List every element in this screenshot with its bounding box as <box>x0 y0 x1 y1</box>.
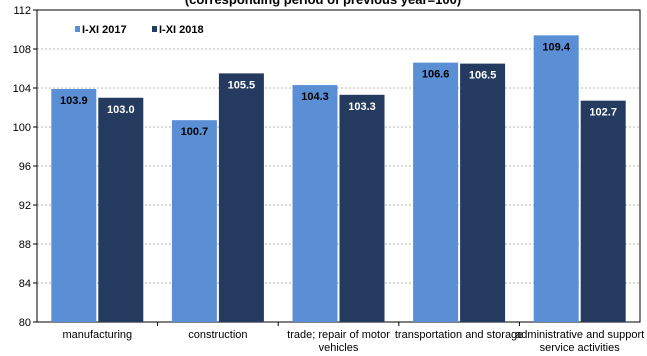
chart-title: (corresponding period of previous year=1… <box>185 0 461 7</box>
bar <box>339 94 385 322</box>
data-label: 104.3 <box>301 91 329 103</box>
bar <box>413 62 459 323</box>
axes: 80 84 88 92 96 100 104 108 112 manufacturing const… <box>13 5 645 354</box>
bar <box>292 85 338 322</box>
data-label: 105.5 <box>228 79 256 91</box>
bars <box>51 35 626 323</box>
category-label: transportation and storage <box>395 329 523 341</box>
y-tick-label: 84 <box>19 278 31 290</box>
legend-label: I-XI 2017 <box>82 24 127 36</box>
y-tick-label: 108 <box>13 44 31 56</box>
chart-title-layer: (corresponding period of previous year=1… <box>185 0 461 7</box>
legend-label: I-XI 2018 <box>159 24 204 36</box>
category-label: vehicles <box>319 342 359 354</box>
data-label: 109.4 <box>542 41 570 53</box>
bar <box>460 63 506 322</box>
bar <box>218 73 264 322</box>
data-label: 100.7 <box>181 126 209 138</box>
bar <box>580 100 626 322</box>
y-tick-label: 80 <box>19 317 31 329</box>
category-label: service activities <box>540 342 621 354</box>
legend-swatch <box>75 26 80 32</box>
plot-area-border <box>36 9 641 323</box>
data-label: 106.6 <box>422 69 450 81</box>
bar <box>171 120 217 322</box>
bar <box>51 88 97 322</box>
category-label: construction <box>188 329 247 341</box>
y-tick-label: 112 <box>13 5 31 17</box>
data-label: 106.5 <box>469 70 497 82</box>
y-tick-label: 92 <box>19 200 31 212</box>
legend: I-XI 2017 I-XI 2018 <box>75 24 204 36</box>
bar <box>533 35 579 322</box>
legend-swatch <box>152 26 157 32</box>
data-label: 103.0 <box>107 104 135 116</box>
data-label: 103.9 <box>60 95 88 107</box>
category-label: administrative and support <box>515 329 644 341</box>
data-labels: 103.9 103.0 100.7 105.5 104.3 103.3 106.6 106.5… <box>60 41 617 138</box>
y-tick-label: 104 <box>13 83 31 95</box>
category-label: trade; repair of motor <box>287 329 390 341</box>
category-label: manufacturing <box>62 329 132 341</box>
data-label: 103.3 <box>348 101 376 113</box>
data-label: 102.7 <box>589 107 617 119</box>
y-tick-label: 100 <box>13 122 31 134</box>
bar <box>98 97 144 322</box>
y-tick-label: 96 <box>19 161 31 173</box>
y-tick-label: 88 <box>19 239 31 251</box>
